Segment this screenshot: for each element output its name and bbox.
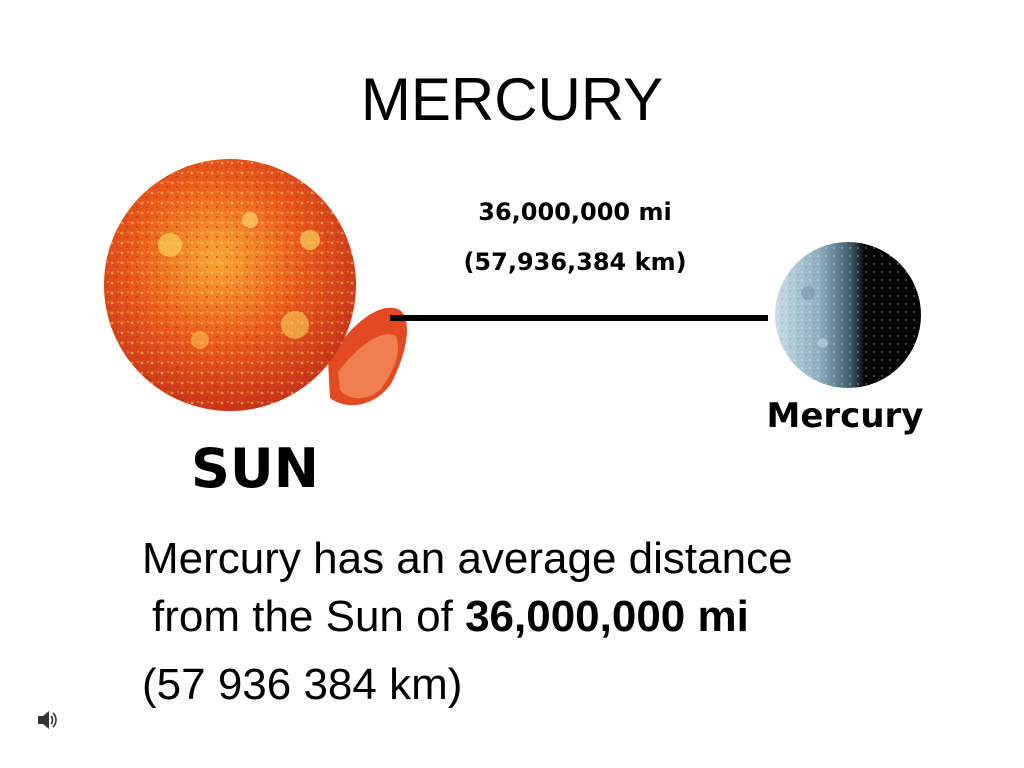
sun-image <box>104 159 407 411</box>
body-text: Mercury has an average distance from the… <box>142 530 932 714</box>
body-distance-bold: 36,000,000 mi <box>465 592 749 641</box>
distance-miles-label: 36,000,000 mi <box>478 198 672 226</box>
mercury-image <box>775 242 921 388</box>
body-line-3: (57 936 384 km) <box>142 660 463 709</box>
sun-label: SUN <box>191 437 319 500</box>
body-line-2-prefix: from the Sun of <box>152 592 466 641</box>
slide-title: MERCURY <box>360 66 664 133</box>
body-line-1: Mercury has an average distance <box>142 534 793 583</box>
body-line-2: from the Sun of 36,000,000 mi <box>142 588 932 646</box>
mercury-label: Mercury <box>766 396 924 436</box>
distance-line <box>390 315 768 321</box>
speaker-icon[interactable] <box>34 706 58 734</box>
distance-kilometers-label: (57,936,384 km) <box>463 248 687 276</box>
